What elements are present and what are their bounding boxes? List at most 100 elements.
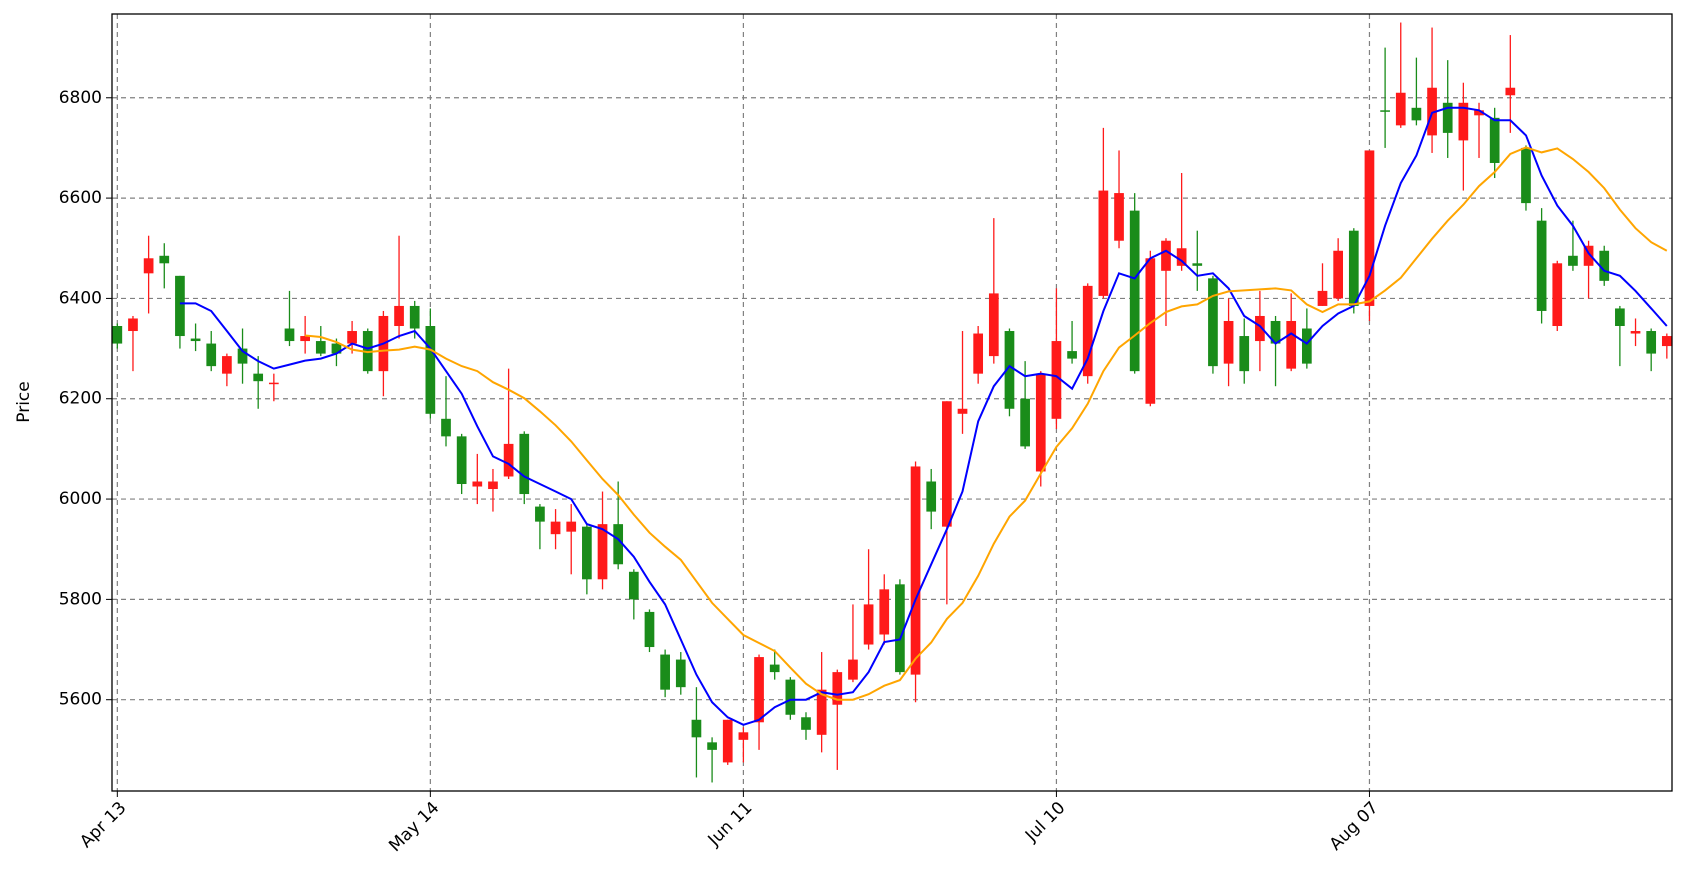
- candle-body: [1051, 341, 1062, 419]
- candle-body: [1020, 398, 1030, 447]
- candle-body: [331, 343, 342, 354]
- candle-body: [895, 584, 905, 673]
- candle-body: [1301, 328, 1312, 364]
- candle-body: [988, 293, 999, 357]
- candle-body: [644, 611, 655, 648]
- candle-body: [832, 672, 843, 705]
- candle-body: [1380, 110, 1390, 112]
- candle-body: [1317, 290, 1328, 306]
- candle-body: [910, 466, 921, 675]
- candle-body: [1489, 117, 1500, 163]
- candle-body: [1521, 147, 1531, 204]
- candle-body: [942, 401, 952, 527]
- y-tick-label: 6400: [59, 288, 102, 308]
- candle-body: [409, 305, 420, 329]
- candle-body: [675, 659, 686, 688]
- candle-body: [1661, 336, 1672, 347]
- candle-body: [1442, 102, 1453, 133]
- y-tick-label: 6200: [59, 389, 102, 409]
- candle-body: [472, 481, 483, 487]
- candle-body: [769, 664, 780, 673]
- candle-body: [1536, 220, 1547, 311]
- candle-body: [300, 336, 310, 342]
- candle-body: [1364, 150, 1375, 306]
- x-tick-label: May 14: [385, 798, 443, 856]
- candle-body: [1114, 193, 1124, 241]
- candle-body: [394, 305, 404, 327]
- y-tick-label: 5800: [59, 589, 102, 609]
- candle-body: [566, 521, 577, 532]
- candle-body: [1035, 373, 1046, 472]
- candle-body: [1599, 250, 1610, 281]
- candle-body: [973, 333, 984, 374]
- candle-body: [441, 418, 451, 437]
- candle-body: [863, 604, 874, 645]
- candle-body: [535, 506, 545, 522]
- candle-body: [112, 326, 123, 344]
- candle-body: [1474, 110, 1484, 116]
- candle-body: [128, 318, 138, 332]
- x-tick-label: Jul 10: [1021, 798, 1069, 846]
- candle-body: [1208, 278, 1218, 367]
- y-axis-label: Price: [14, 381, 34, 422]
- candle-body: [253, 373, 264, 382]
- y-tick-label: 5600: [59, 690, 102, 710]
- plot-frame: [111, 13, 1673, 792]
- candle-body: [237, 348, 248, 364]
- candle-body: [222, 356, 232, 374]
- candle-body: [1348, 230, 1359, 306]
- candle-body: [488, 481, 498, 490]
- candle-body: [738, 732, 749, 740]
- candle-body: [754, 657, 764, 723]
- candle-body: [206, 343, 217, 367]
- candle-body: [519, 433, 530, 495]
- candle-body: [190, 338, 201, 342]
- candle-body: [957, 408, 968, 414]
- candle-body: [1239, 336, 1250, 372]
- candle-body: [550, 521, 561, 535]
- candle-body: [848, 659, 858, 680]
- candle-body: [1223, 320, 1234, 364]
- candle-body: [456, 436, 467, 485]
- candle-body: [691, 719, 702, 738]
- candle-body: [1552, 263, 1563, 327]
- candle-body: [1427, 87, 1437, 136]
- candle-body: [1458, 102, 1469, 141]
- x-tick-label: Aug 07: [1326, 798, 1383, 855]
- x-tick-label: Apr 13: [76, 798, 130, 852]
- y-tick-label: 6000: [59, 489, 102, 509]
- candle-body: [1270, 320, 1281, 344]
- x-tick-label: Jun 11: [704, 798, 757, 851]
- candle-body: [1255, 315, 1265, 342]
- candle-body: [1098, 190, 1109, 296]
- candle-body: [1615, 308, 1625, 327]
- candle-body: [1192, 263, 1203, 266]
- candle-body: [1129, 210, 1140, 372]
- candle-body: [503, 443, 514, 477]
- candle-body: [613, 524, 624, 565]
- candle-body: [143, 258, 154, 274]
- candle-body: [175, 275, 185, 337]
- candle-body: [801, 717, 811, 730]
- candle-body: [362, 331, 373, 372]
- candle-body: [660, 654, 670, 690]
- candle-body: [315, 341, 326, 354]
- candle-body: [707, 742, 717, 750]
- candle-body: [628, 571, 639, 600]
- candle-body: [284, 328, 295, 342]
- candle-body: [582, 526, 592, 580]
- candle-body: [1176, 248, 1187, 266]
- candle-body: [1411, 107, 1422, 121]
- candle-body: [159, 255, 170, 264]
- candle-body: [816, 689, 827, 735]
- moving-average-line: [305, 146, 1668, 701]
- y-tick-label: 6600: [59, 188, 102, 208]
- candle-body: [785, 679, 796, 715]
- candle-body: [1505, 87, 1516, 96]
- candle-body: [1333, 250, 1344, 299]
- candle-body: [268, 382, 279, 385]
- candle-body: [926, 481, 937, 512]
- candle-body: [1395, 92, 1406, 126]
- candle-body: [597, 524, 608, 580]
